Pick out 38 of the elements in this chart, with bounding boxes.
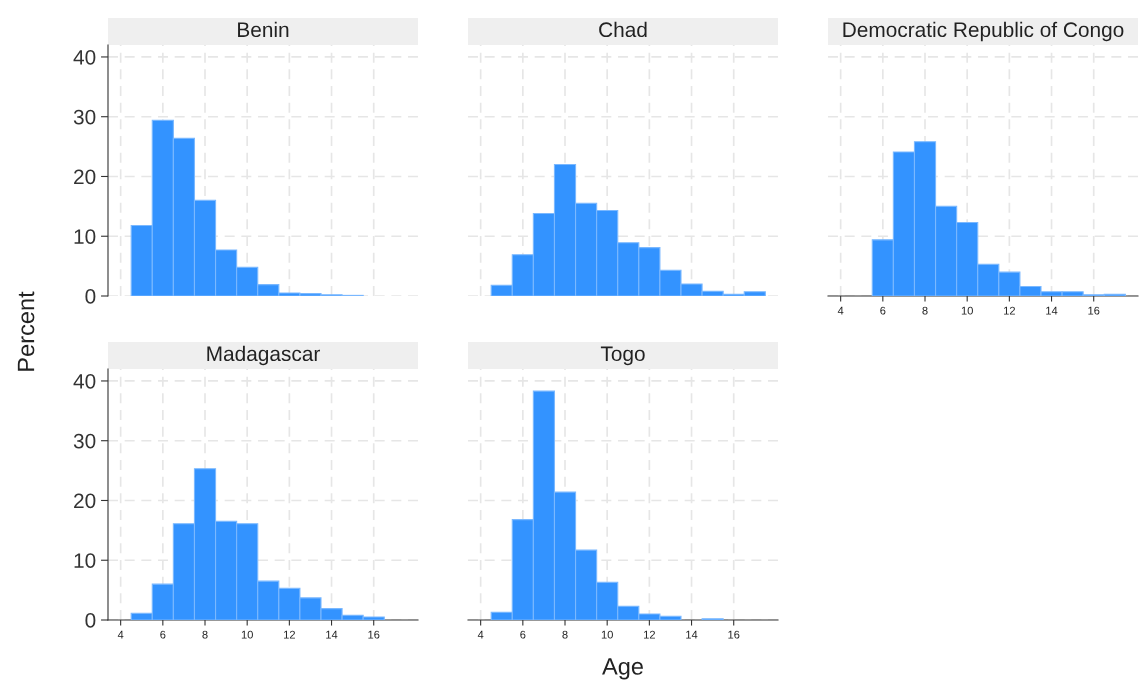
x-tick-label: 10	[241, 630, 253, 639]
y-tick-label: 30	[73, 433, 96, 449]
y-tick-label: 30	[73, 109, 96, 125]
x-tick-label: 4	[477, 630, 484, 639]
chart-title: Togo	[600, 346, 645, 366]
y-tick-label: 10	[74, 229, 96, 244]
x-tick-label: 14	[686, 630, 698, 639]
y-axis-title: Percent	[17, 291, 35, 371]
x-tick-label: 8	[922, 306, 928, 315]
x-tick-label: 6	[520, 630, 526, 639]
chart-title: Madagascar	[207, 345, 320, 366]
x-tick-label: 4	[117, 630, 124, 639]
x-tick-label: 16	[1088, 306, 1100, 315]
y-tick-label: 40	[73, 373, 96, 389]
x-tick-label: 16	[368, 630, 380, 639]
x-tick-label: 16	[728, 630, 740, 639]
y-tick-label: 40	[73, 49, 96, 65]
y-tick-label: 20	[74, 169, 96, 185]
x-tick-label: 12	[644, 630, 655, 639]
x-tick-label: 12	[284, 630, 295, 639]
y-tick-label: 10	[74, 553, 96, 568]
y-tick-label: 20	[74, 493, 96, 509]
x-tick-label: 6	[160, 630, 166, 639]
x-tick-label: 6	[880, 306, 886, 315]
y-tick-label: 0	[85, 613, 96, 628]
chart-title: Chad	[599, 21, 647, 38]
chart-title: Benin	[238, 21, 289, 38]
x-tick-label: 14	[326, 630, 338, 639]
x-tick-label: 8	[202, 630, 208, 639]
x-tick-label: 4	[837, 306, 844, 315]
x-tick-label: 14	[1046, 306, 1058, 315]
x-axis-title: Age	[602, 658, 643, 680]
x-tick-label: 10	[601, 630, 613, 639]
x-tick-label: 10	[961, 306, 973, 315]
x-tick-label: 8	[562, 630, 568, 639]
y-tick-label: 0	[85, 289, 96, 304]
chart-title: Democratic Republic of Congo	[843, 21, 1124, 42]
x-tick-label: 12	[1004, 306, 1015, 315]
